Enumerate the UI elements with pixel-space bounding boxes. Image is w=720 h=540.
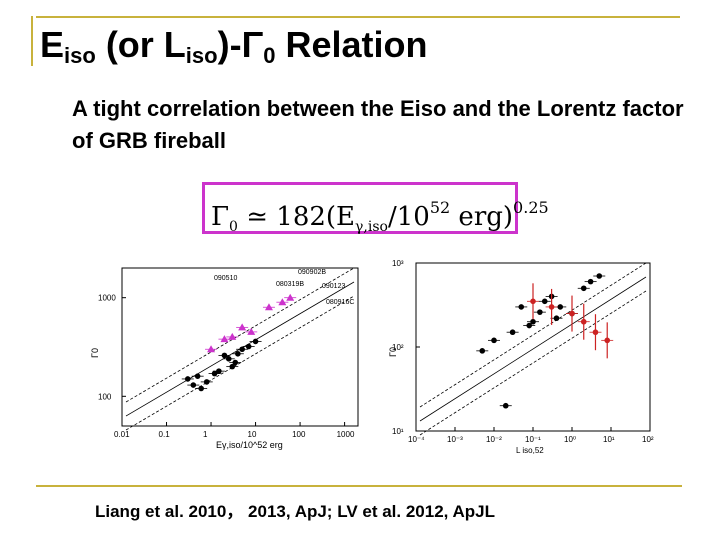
- x-tick-label: 10²: [642, 435, 654, 444]
- data-point: [587, 278, 594, 285]
- data-point: [247, 327, 256, 335]
- data-point: [184, 376, 191, 382]
- data-point: [491, 337, 497, 344]
- y-tick-label: 10¹: [392, 427, 404, 436]
- x-tick-label: 10⁰: [564, 435, 576, 444]
- fit-line: [125, 267, 355, 403]
- data-point: [596, 273, 603, 279]
- data-point: [239, 346, 245, 353]
- grb-label: 090510: [214, 275, 237, 282]
- data-point: [211, 370, 218, 377]
- data-point: [228, 332, 237, 340]
- grb-label: 090902B: [298, 269, 326, 276]
- fit-line: [419, 276, 647, 422]
- grb-label: 090123: [322, 283, 345, 290]
- slide-title: Eiso (or Liso)-Γ0 Relation: [40, 24, 428, 68]
- data-point: [502, 402, 509, 409]
- data-point: [190, 382, 197, 388]
- data-point: [537, 309, 543, 315]
- data-point: [238, 323, 247, 331]
- slide-subtitle: A tight correlation between the Eiso and…: [72, 96, 684, 153]
- x-tick-label: 10: [248, 430, 257, 439]
- data-point: [518, 304, 525, 310]
- data-point: [198, 385, 204, 392]
- formula-box: Γ0 ≃ 182(Eγ,iso/1052 erg)0.25: [202, 182, 549, 235]
- data-point: [548, 304, 555, 310]
- right-plot: Γ0 L iso,52 10⁻⁴ 10⁻³ 10⁻² 10⁻¹ 10⁰ 10¹ 10² 10…: [388, 259, 654, 455]
- data-point: [604, 337, 611, 344]
- x-tick-label: 0.01: [114, 430, 130, 439]
- left-ylabel: Γ0: [90, 348, 100, 358]
- data-point: [530, 318, 536, 325]
- y-tick-label: 1000: [98, 294, 116, 303]
- data-point: [194, 373, 201, 379]
- data-point: [207, 345, 216, 353]
- data-point: [580, 285, 587, 292]
- data-point: [509, 329, 516, 336]
- y-tick-label: 10³: [392, 259, 404, 268]
- left-rule: [31, 16, 33, 66]
- left-xlabel: Eγ,iso/10^52 erg: [216, 440, 283, 450]
- data-point: [216, 368, 222, 374]
- data-point: [592, 329, 599, 336]
- x-tick-label: 1000: [337, 430, 355, 439]
- top-rule: [36, 16, 680, 18]
- data-point: [225, 356, 232, 362]
- data-point: [569, 310, 575, 317]
- data-point: [541, 298, 548, 305]
- x-tick-label: 0.1: [159, 430, 171, 439]
- left-plot-frame: [121, 267, 359, 427]
- x-tick-label: 10⁻¹: [525, 435, 541, 444]
- grb-label: 080916C: [326, 299, 354, 306]
- data-point: [479, 348, 486, 354]
- data-point: [203, 379, 210, 385]
- y-tick-label: 10²: [392, 343, 404, 352]
- data-point: [278, 298, 287, 306]
- data-point: [220, 335, 229, 343]
- x-tick-label: 10⁻³: [447, 435, 463, 444]
- right-ylabel: Γ0: [388, 347, 398, 357]
- slide-caption: Liang et al. 2010， 2013, ApJ; LV et al. …: [95, 502, 495, 521]
- data-point: [232, 359, 239, 366]
- right-xlabel: L iso,52: [516, 446, 544, 455]
- x-tick-label: 10¹: [603, 435, 615, 444]
- data-point: [252, 338, 259, 345]
- data-point: [229, 363, 236, 370]
- x-tick-label: 100: [292, 430, 306, 439]
- y-tick-label: 100: [98, 392, 112, 401]
- data-point: [526, 322, 533, 329]
- data-point: [530, 298, 536, 305]
- data-point: [553, 315, 560, 322]
- x-tick-label: 1: [203, 430, 208, 439]
- data-point: [245, 343, 252, 350]
- data-point: [557, 304, 564, 310]
- x-tick-label: 10⁻²: [486, 435, 502, 444]
- x-tick-label: 10⁻⁴: [408, 435, 425, 444]
- data-point: [235, 350, 241, 357]
- left-plot: Γ0 Eγ,iso/10^52 erg 0.01 0.1 1 10 100 1000 10…: [90, 267, 359, 450]
- data-point: [264, 303, 273, 311]
- caption-rule: [36, 485, 682, 487]
- grb-label: 080319B: [276, 281, 304, 288]
- data-point: [580, 318, 587, 325]
- fit-line: [125, 295, 355, 431]
- data-point: [221, 352, 228, 359]
- data-point: [286, 293, 295, 301]
